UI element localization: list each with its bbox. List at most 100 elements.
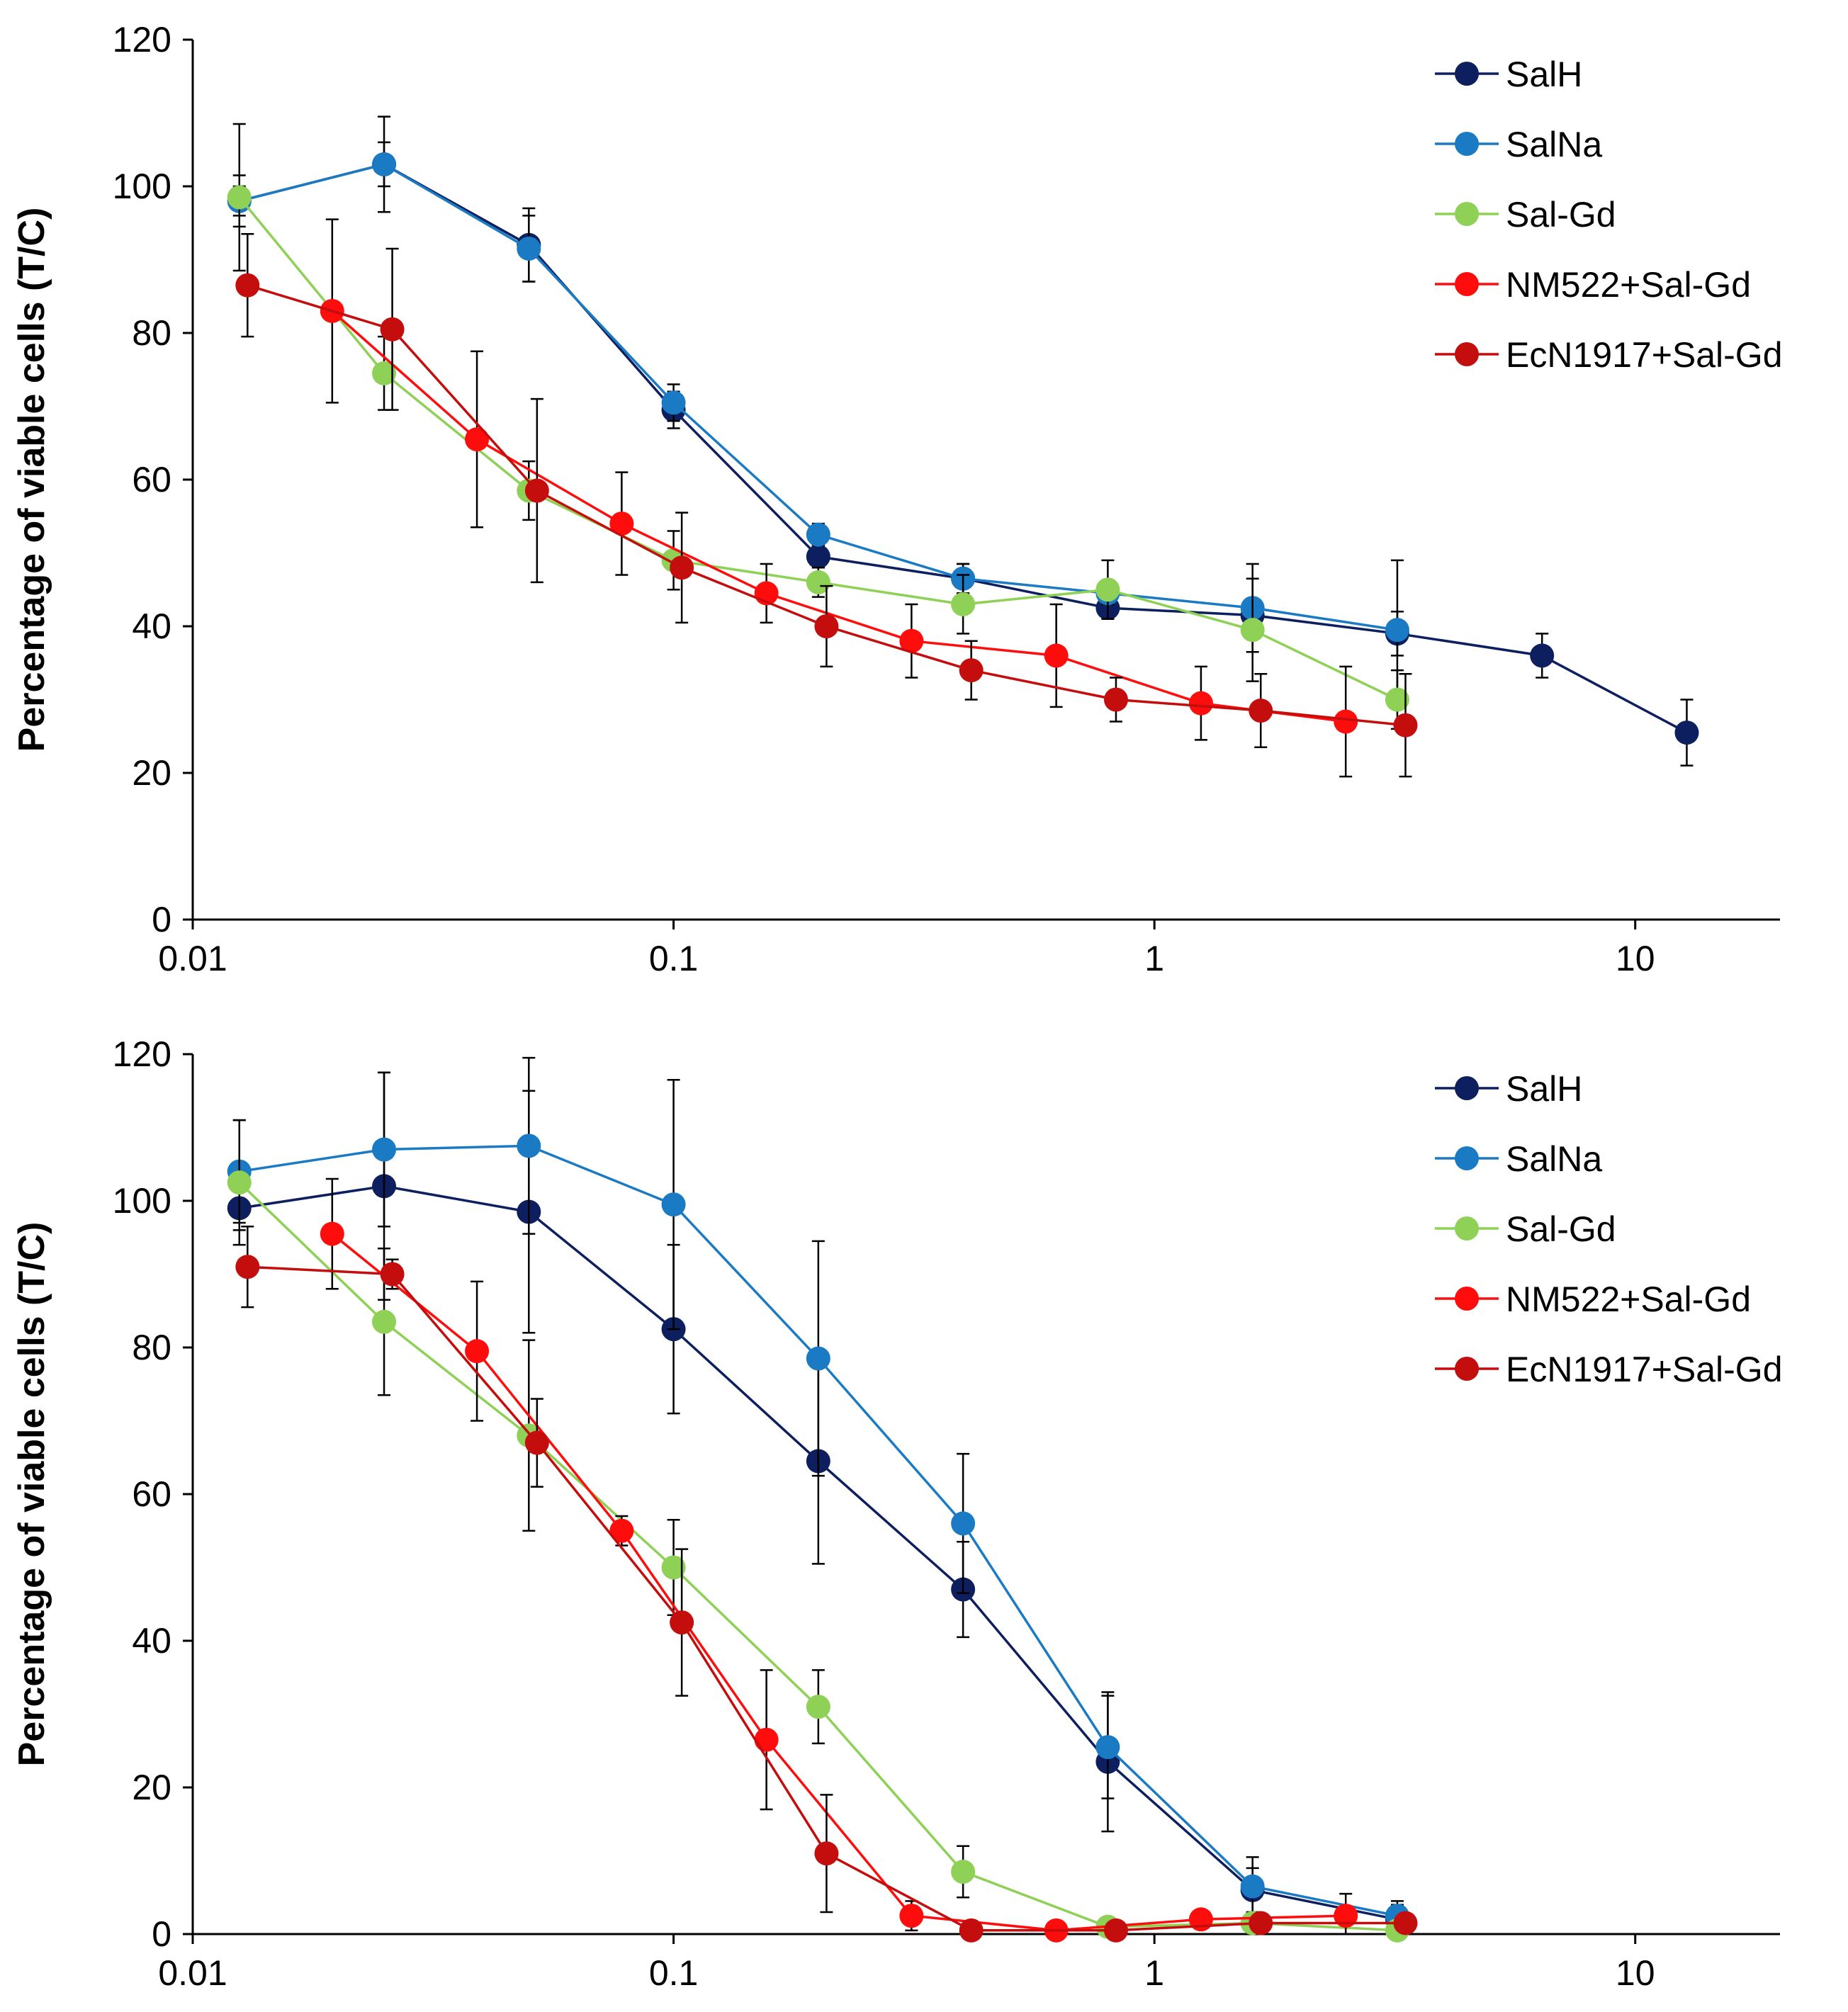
x-tick-label: 10 — [1616, 1953, 1655, 1993]
data-point — [1530, 643, 1555, 668]
y-tick-label: 80 — [132, 313, 171, 353]
y-tick-label: 100 — [113, 1181, 171, 1221]
data-point — [235, 1255, 260, 1279]
legend-marker — [1455, 202, 1479, 226]
data-point — [227, 1170, 252, 1195]
data-point — [380, 317, 405, 341]
legend-label: NM522+Sal-Gd — [1506, 1279, 1751, 1319]
y-tick-label: 40 — [132, 1621, 171, 1661]
data-point — [380, 1262, 405, 1287]
legend-marker — [1455, 272, 1479, 296]
series-line — [331, 310, 1346, 723]
data-point — [372, 361, 397, 385]
legend-item: SalH — [1435, 55, 1582, 94]
x-tick-label: 1 — [1144, 1953, 1164, 1993]
data-point — [806, 1695, 830, 1719]
data-point — [1240, 1874, 1265, 1899]
data-point — [517, 1134, 541, 1158]
data-point — [517, 236, 541, 261]
data-point — [1249, 1911, 1273, 1935]
legend-label: Sal-Gd — [1506, 1209, 1616, 1249]
data-point — [372, 152, 397, 176]
data-point — [372, 1137, 397, 1162]
series-salna — [227, 115, 1409, 701]
legend-item: Sal-Gd — [1435, 1209, 1616, 1249]
data-point — [899, 628, 924, 653]
data-point — [1393, 1911, 1418, 1935]
data-point — [1334, 709, 1358, 734]
data-point — [524, 1430, 549, 1455]
data-point — [899, 1904, 924, 1928]
data-point — [1240, 618, 1265, 643]
data-point — [806, 1346, 830, 1371]
legend-marker — [1455, 132, 1479, 156]
y-tick-label: 60 — [132, 460, 171, 499]
legend-marker — [1455, 1287, 1479, 1311]
data-point — [1103, 1918, 1128, 1943]
data-point — [465, 1339, 490, 1364]
y-tick-label: 120 — [113, 1034, 171, 1074]
legend-item: EcN1917+Sal-Gd — [1435, 335, 1783, 375]
chart-bottom-panel: 0 20 40 60 80 100 120 0.01 0.1 1 10 Percentage of v… — [11, 1034, 1783, 1993]
legend-marker — [1455, 342, 1479, 366]
data-point — [1393, 713, 1418, 737]
legend-label: SalH — [1506, 1069, 1582, 1109]
data-point — [609, 512, 634, 536]
data-point — [1188, 1907, 1213, 1932]
data-point — [661, 1555, 686, 1580]
legend-marker — [1455, 1146, 1479, 1170]
x-tick-label: 0.1 — [649, 939, 699, 978]
legend-label: SalH — [1506, 55, 1582, 94]
series-nm522-sal-gd — [320, 1177, 1358, 1943]
data-point — [524, 478, 549, 503]
data-point — [959, 658, 984, 683]
series-nm522-sal-gd — [320, 218, 1358, 778]
data-point — [951, 1511, 976, 1536]
data-point — [609, 1518, 634, 1543]
data-point — [661, 1192, 686, 1217]
series-ecn1917-sal-gd — [235, 233, 1418, 778]
legend-marker — [1455, 1076, 1479, 1100]
data-point — [806, 544, 830, 569]
data-point — [1385, 687, 1409, 712]
y-tick-label: 100 — [113, 166, 171, 206]
data-point — [814, 1841, 839, 1866]
data-point — [670, 555, 694, 580]
series-line — [331, 1233, 1346, 1932]
data-point — [1188, 691, 1213, 716]
data-point — [465, 427, 490, 452]
y-tick-label: 80 — [132, 1328, 171, 1367]
data-point — [806, 522, 830, 547]
legend-label: SalNa — [1506, 125, 1602, 164]
y-tick-label: 40 — [132, 606, 171, 646]
data-point — [661, 390, 686, 415]
legend-item: Sal-Gd — [1435, 195, 1616, 234]
series-sal-gd — [227, 123, 1409, 730]
legend-item: EcN1917+Sal-Gd — [1435, 1350, 1783, 1389]
chart-top-panel: 0 20 40 60 80 100 120 0.01 0.1 1 10 Percentage of v… — [11, 20, 1783, 978]
data-point — [1334, 1904, 1358, 1928]
series-ecn1917-sal-gd — [235, 1225, 1418, 1943]
data-point — [372, 1309, 397, 1334]
data-point — [959, 1918, 984, 1943]
data-point — [227, 185, 252, 210]
y-tick-label: 0 — [152, 1914, 171, 1954]
legend-item: SalNa — [1435, 125, 1602, 164]
data-point — [320, 1221, 344, 1246]
y-tick-label: 120 — [113, 20, 171, 60]
y-axis-title: Percentage of viable cells (T/C) — [11, 208, 52, 752]
legend-marker — [1455, 1216, 1479, 1240]
legend-item: NM522+Sal-Gd — [1435, 1279, 1751, 1319]
x-tick-label: 10 — [1616, 939, 1655, 978]
data-point — [1095, 577, 1120, 602]
data-point — [1044, 643, 1069, 668]
legend-item: NM522+Sal-Gd — [1435, 265, 1751, 305]
x-tick-label: 1 — [1144, 939, 1164, 978]
data-point — [1095, 1735, 1120, 1760]
data-point — [951, 1860, 976, 1884]
y-tick-label: 20 — [132, 753, 171, 793]
data-point — [235, 273, 260, 298]
legend-item: SalNa — [1435, 1139, 1602, 1179]
data-point — [814, 614, 839, 638]
